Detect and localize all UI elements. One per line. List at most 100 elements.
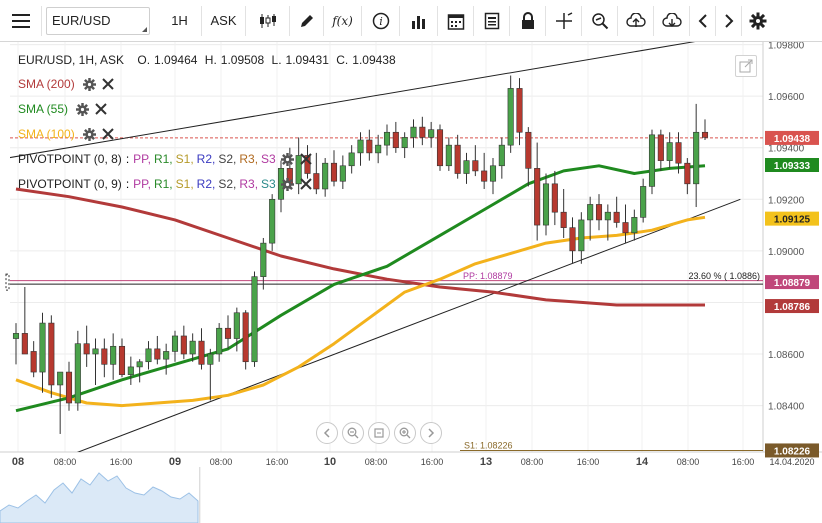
candle-body	[498, 144, 505, 167]
candle-body	[472, 160, 479, 172]
close-icon[interactable]	[300, 153, 312, 165]
news-button[interactable]	[474, 5, 510, 36]
x-tick-label: 16:00	[266, 457, 289, 467]
candle-body	[507, 88, 514, 146]
candle-body	[463, 160, 470, 174]
candle-body	[74, 343, 81, 404]
gear-icon[interactable]	[82, 127, 96, 141]
close-icon[interactable]	[101, 128, 114, 140]
zoom-out-button[interactable]	[342, 422, 364, 444]
candle-body	[180, 335, 187, 355]
candle-body	[622, 222, 629, 234]
low-label: L.	[271, 53, 282, 67]
menu-button[interactable]	[0, 5, 42, 36]
navigation-controls	[316, 422, 442, 444]
price-tag	[765, 211, 819, 226]
candle-body	[445, 144, 452, 167]
candle-body	[516, 88, 523, 133]
function-button[interactable]: f(x)	[324, 5, 362, 36]
high-value: 1.09508	[220, 53, 265, 67]
candle-body	[348, 152, 355, 167]
candle-body	[401, 137, 408, 149]
x-tick-label: 08	[12, 456, 24, 468]
candle-body	[525, 131, 532, 169]
crosshair-button[interactable]	[546, 5, 582, 36]
candle-body	[648, 134, 656, 187]
candle-body	[436, 129, 444, 167]
navigator-window	[200, 467, 822, 523]
calendar-button[interactable]	[438, 5, 474, 36]
legend-pivot1-item: S3	[261, 152, 276, 166]
symbol-selector[interactable]: EUR/USD	[46, 6, 150, 35]
candle-body	[48, 322, 55, 386]
x-tick-label: 16:00	[577, 457, 600, 467]
legend-pivot2-item: S1,	[175, 177, 194, 191]
candle-body	[313, 173, 320, 190]
legend-sma200: SMA (200)	[18, 77, 114, 91]
expand-button[interactable]	[735, 55, 757, 77]
candle-body	[322, 162, 329, 190]
draw-button[interactable]	[290, 5, 324, 36]
candle-body	[578, 219, 585, 252]
price-type-selector[interactable]: ASK	[202, 5, 246, 36]
download-button[interactable]	[654, 5, 690, 36]
candle-body	[30, 351, 37, 373]
price-tag	[765, 130, 819, 145]
zoom-button[interactable]	[582, 5, 618, 36]
candle-body	[163, 351, 170, 360]
candles-icon	[259, 13, 276, 28]
gear-icon[interactable]	[280, 177, 294, 191]
legend-sma100: SMA (100)	[18, 127, 114, 141]
chart-area[interactable]: 1.09800 1.09600 1.09400 1.09200 1.09000 1.088…	[0, 42, 822, 523]
legend-pivot2-item: S2,	[218, 177, 237, 191]
fit-icon	[374, 428, 384, 438]
scroll-left-button[interactable]	[316, 422, 338, 444]
y-tick-label: 1.09200	[768, 195, 805, 206]
legend-sma100-label: SMA (100)	[18, 127, 75, 141]
scroll-right-button[interactable]	[420, 422, 442, 444]
candle-body	[595, 204, 603, 221]
candle-body	[101, 348, 108, 365]
zoom-in-button[interactable]	[394, 422, 416, 444]
hamburger-icon	[11, 13, 30, 28]
next-button[interactable]	[716, 5, 742, 36]
close-icon[interactable]	[101, 78, 114, 90]
close-icon[interactable]	[300, 178, 312, 190]
legend-sma55-label: SMA (55)	[18, 102, 69, 116]
gear-icon[interactable]	[280, 152, 294, 166]
chart-type-button[interactable]	[246, 5, 290, 36]
price-tag-label: 1.09125	[774, 215, 811, 226]
x-tick-label: 08:00	[210, 457, 233, 467]
price-tag	[765, 299, 819, 314]
gear-icon[interactable]	[82, 77, 96, 91]
legend-pivot2: PIVOTPOINT (0, 9) : PP, R1, S1, R2, S2, R3, S3	[18, 177, 312, 191]
close-icon[interactable]	[95, 103, 107, 115]
candle-body	[339, 165, 346, 182]
candle-body	[366, 139, 373, 154]
legend-pivot2-item: R2,	[196, 177, 216, 191]
x-tick-label: 14.04.2020	[769, 457, 814, 467]
candle-body	[207, 353, 214, 365]
info-button[interactable]: i	[362, 5, 400, 36]
price-chart[interactable]: 1.09800 1.09600 1.09400 1.09200 1.09000 1.088…	[0, 42, 822, 523]
lock-button[interactable]	[510, 5, 546, 36]
candle-body	[154, 348, 161, 360]
fit-button[interactable]	[368, 422, 390, 444]
legend-pivot2-label: PIVOTPOINT (0, 9)	[18, 177, 122, 191]
legend-pivot1-sep: :	[125, 152, 130, 166]
chevron-left-icon	[323, 428, 330, 438]
gear-icon[interactable]	[76, 102, 90, 116]
candle-body	[224, 327, 232, 339]
settings-button[interactable]	[742, 6, 774, 36]
legend-pivot2-items: PP, R1, S1, R2, S2, R3, S3	[133, 177, 279, 191]
price-tag-label: 1.08786	[774, 302, 811, 313]
timeframe-selector[interactable]: 1H	[158, 5, 202, 36]
upload-button[interactable]	[618, 5, 654, 36]
prev-button[interactable]	[690, 5, 716, 36]
x-tick-label: 10	[324, 456, 336, 468]
candle-body	[92, 348, 99, 355]
zoom-icon	[591, 12, 608, 29]
high-label: H.	[204, 53, 217, 67]
legend-pivot2-item: S3	[261, 177, 276, 191]
indicators-button[interactable]	[400, 5, 438, 36]
